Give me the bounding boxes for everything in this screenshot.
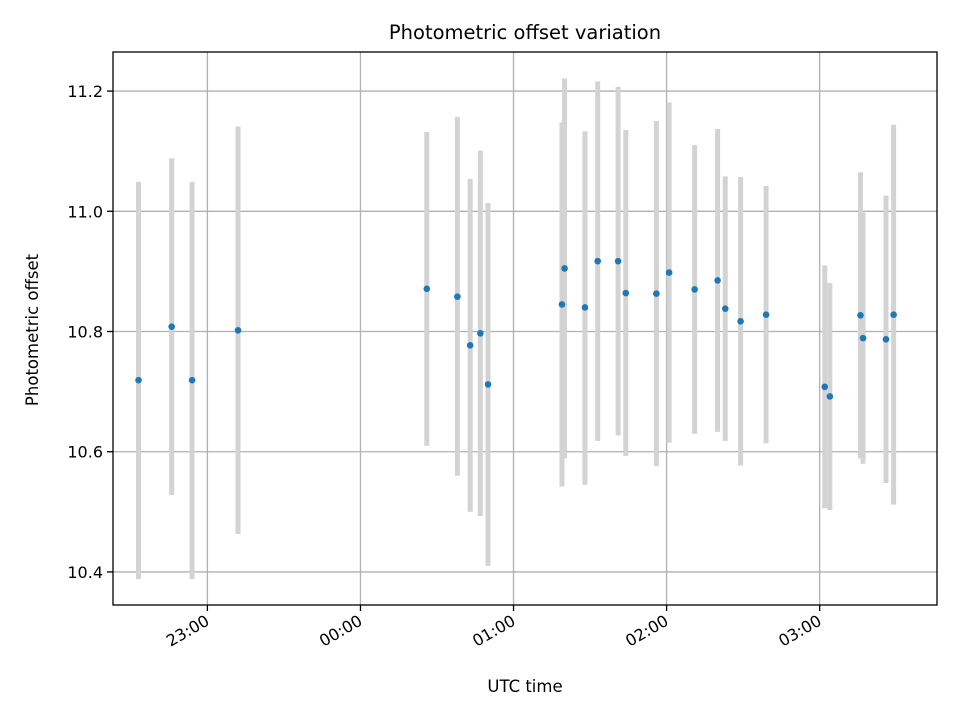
data-point — [665, 269, 673, 276]
data-point — [653, 290, 660, 297]
data-point — [721, 305, 729, 312]
data-point — [859, 334, 867, 342]
data-point — [561, 265, 568, 272]
data-point — [714, 277, 721, 284]
data-point — [622, 289, 630, 297]
y-tick-label: 10.8 — [67, 323, 103, 342]
data-point — [890, 311, 897, 318]
data-point — [737, 317, 744, 325]
data-point — [423, 285, 431, 293]
data-point — [821, 383, 829, 391]
data-point — [135, 376, 142, 384]
data-point — [882, 336, 890, 343]
data-point — [454, 293, 461, 300]
data-point — [558, 301, 566, 308]
x-axis-label: UTC time — [487, 677, 562, 696]
y-tick-label: 11.0 — [67, 202, 103, 221]
data-point — [484, 381, 492, 388]
y-tick-label: 10.6 — [67, 443, 103, 462]
data-point — [594, 257, 602, 265]
data-point — [188, 376, 196, 384]
data-point — [857, 311, 864, 319]
y-axis-label: Photometric offset — [23, 253, 42, 406]
y-tick-label: 10.4 — [67, 563, 103, 582]
data-point — [168, 323, 175, 330]
data-point — [234, 327, 242, 334]
chart-title: Photometric offset variation — [389, 21, 661, 44]
data-point — [477, 330, 484, 337]
data-point — [466, 342, 474, 349]
y-tick-label: 11.2 — [67, 82, 103, 101]
data-point — [826, 393, 834, 400]
data-point — [691, 286, 698, 293]
data-point — [762, 311, 770, 318]
plot-area: 23:00 00:00 01:00 02:00 03:0010.410.610.811.… — [67, 51, 938, 651]
axes-frame — [112, 51, 938, 606]
data-point — [581, 304, 589, 311]
data-point — [614, 257, 622, 265]
